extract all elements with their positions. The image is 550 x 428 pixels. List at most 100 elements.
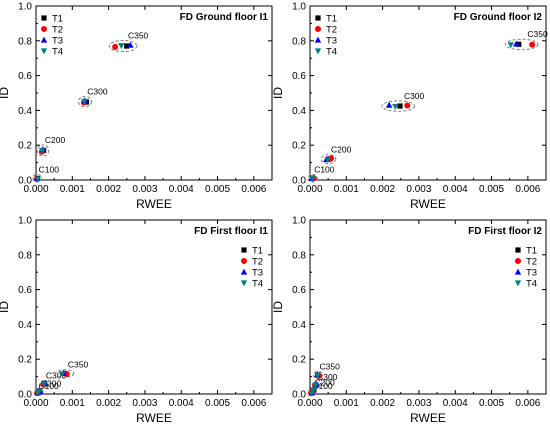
y-tick-label: 0.8	[18, 36, 32, 47]
legend-label-t4: T4	[326, 47, 337, 58]
x-tick-label: 0.004	[169, 398, 194, 409]
chart-title: FD Ground floor I1	[180, 12, 269, 23]
x-tick-label: 0.005	[205, 398, 230, 409]
x-tick-label: 0.004	[169, 184, 194, 195]
legend-label-t4: T4	[526, 279, 537, 290]
data-point-t2	[404, 102, 411, 109]
legend-marker-t4	[514, 280, 522, 287]
x-tick-label: 0.002	[370, 398, 395, 409]
x-tick-label: 0.000	[23, 398, 48, 409]
x-tick-label: 0.002	[370, 184, 395, 195]
x-tick-label: 0.000	[23, 184, 48, 195]
data-point-t4	[38, 148, 46, 155]
data-point-t3	[513, 40, 520, 47]
y-tick-label: 0.6	[18, 285, 32, 296]
cluster-label: C350	[527, 29, 548, 39]
cluster-ellipse	[35, 387, 44, 394]
data-point-t4	[310, 387, 317, 394]
legend-marker-t3	[314, 36, 322, 43]
y-tick-label: 0.8	[18, 250, 32, 261]
data-point-t4	[507, 42, 514, 49]
x-tick-label: 0.002	[96, 184, 121, 195]
cluster-label: C350	[128, 30, 149, 40]
legend-marker-t2	[241, 258, 247, 264]
x-axis-label: RWEE	[410, 197, 446, 211]
x-tick-label: 0.003	[132, 398, 157, 409]
legend-marker-t1	[41, 15, 47, 21]
legend-label-t3: T3	[326, 36, 337, 47]
legend-label-t3: T3	[52, 36, 63, 47]
legend-label-t2: T2	[252, 257, 263, 268]
y-tick-label: 0.2	[292, 141, 306, 152]
cluster-label: C200	[45, 135, 66, 145]
legend-label-t1: T1	[52, 14, 63, 25]
cluster-ellipse	[108, 39, 138, 53]
cluster-label: C100	[38, 381, 59, 391]
y-tick-label: 0.2	[292, 355, 306, 366]
data-point-t4	[81, 98, 88, 105]
data-point-t3	[127, 41, 134, 48]
x-axis-label: RWEE	[410, 411, 446, 425]
data-point-t2	[328, 155, 335, 162]
chart-panel-2: 0.000 0.001 0.002 0.003 0.004 0.005 0.006 0.0 0.…	[271, 2, 548, 212]
cluster-ellipse	[320, 154, 337, 165]
cluster-ellipse	[36, 144, 50, 157]
cluster-ellipse	[55, 369, 75, 378]
data-point-t1	[397, 103, 403, 109]
cluster-label: C100	[314, 164, 335, 174]
legend-marker-t3	[514, 268, 522, 275]
y-tick-label: 1.0	[18, 216, 32, 227]
y-tick-label: 0.6	[292, 71, 306, 82]
y-tick-label: 0.0	[292, 176, 306, 187]
chart-panel-3: 0.000 0.001 0.002 0.003 0.004 0.005 0.006 0.0 0.…	[0, 216, 273, 425]
y-tick-label: 0.2	[18, 355, 32, 366]
x-tick-label: 0.006	[515, 398, 540, 409]
legend-marker-t1	[241, 247, 247, 253]
plot-frame	[309, 219, 547, 395]
x-tick-label: 0.006	[241, 184, 266, 195]
legend-marker-t2	[315, 26, 321, 32]
data-point-t4	[308, 176, 316, 183]
legend-label-t2: T2	[526, 257, 537, 268]
y-tick-label: 0.2	[18, 141, 32, 152]
x-tick-label: 0.001	[60, 398, 85, 409]
cluster-ellipse	[32, 173, 42, 183]
legend-label-t2: T2	[52, 25, 63, 36]
chart-panel-4: 0.000 0.001 0.002 0.003 0.004 0.005 0.006 0.0 0.…	[271, 216, 547, 425]
x-axis-label: RWEE	[136, 411, 172, 425]
legend-label-t2: T2	[326, 25, 337, 36]
x-tick-label: 0.002	[96, 398, 121, 409]
data-point-t1	[124, 43, 130, 49]
x-tick-label: 0.000	[297, 398, 322, 409]
legend-marker-t2	[515, 258, 521, 264]
cluster-label: C100	[312, 381, 333, 391]
chart-title: FD First floor I1	[194, 226, 268, 237]
y-axis-label: ID	[271, 87, 285, 99]
legend-marker-t1	[315, 15, 321, 21]
chart-title: FD First floor I2	[468, 226, 542, 237]
legend-label-t3: T3	[526, 268, 537, 279]
legend-marker-t4	[40, 48, 48, 55]
cluster-label: C300	[404, 91, 425, 101]
y-tick-label: 0.4	[292, 106, 306, 117]
y-tick-label: 0.8	[292, 250, 306, 261]
x-tick-label: 0.005	[479, 398, 504, 409]
legend-marker-t2	[41, 26, 47, 32]
cluster-ellipse	[313, 370, 323, 380]
data-point-t4	[34, 176, 42, 183]
y-tick-label: 1.0	[18, 2, 32, 13]
data-point-t4	[314, 372, 321, 379]
y-tick-label: 0.8	[292, 36, 306, 47]
data-point-t2	[529, 41, 536, 48]
x-tick-label: 0.001	[334, 398, 359, 409]
y-tick-label: 0.0	[18, 390, 32, 401]
y-tick-label: 0.0	[292, 390, 306, 401]
legend-marker-t4	[314, 48, 322, 55]
x-tick-label: 0.004	[443, 398, 468, 409]
cluster-label: C200	[314, 378, 335, 388]
x-axis-label: RWEE	[136, 197, 172, 211]
y-tick-label: 1.0	[292, 2, 306, 13]
y-tick-label: 0.6	[292, 285, 306, 296]
y-tick-label: 0.4	[292, 320, 306, 331]
x-tick-label: 0.005	[479, 184, 504, 195]
